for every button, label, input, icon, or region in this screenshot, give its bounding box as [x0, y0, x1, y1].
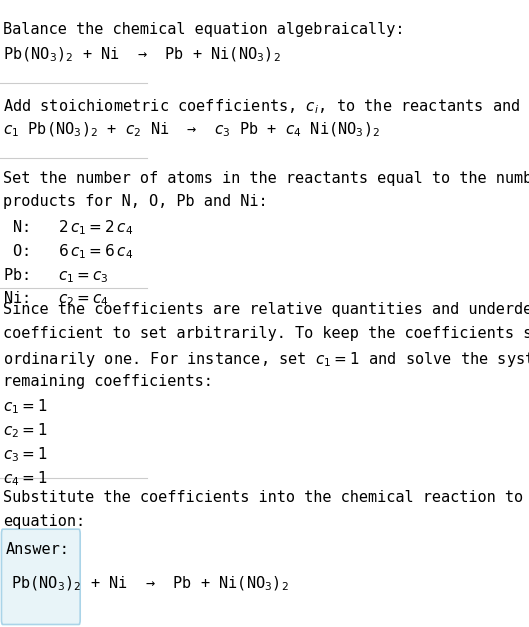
Text: Add stoichiometric coefficients, $c_i$, to the reactants and products:: Add stoichiometric coefficients, $c_i$, … [3, 97, 529, 116]
Text: remaining coefficients:: remaining coefficients: [3, 374, 213, 389]
Text: Ni:   $c_2 = c_4$: Ni: $c_2 = c_4$ [3, 290, 108, 308]
Text: Pb(NO$_3$)$_2$ + Ni  →  Pb + Ni(NO$_3$)$_2$: Pb(NO$_3$)$_2$ + Ni → Pb + Ni(NO$_3$)$_2… [12, 575, 289, 593]
Text: $c_1 = 1$: $c_1 = 1$ [3, 398, 47, 416]
Text: Pb(NO$_3$)$_2$ + Ni  →  Pb + Ni(NO$_3$)$_2$: Pb(NO$_3$)$_2$ + Ni → Pb + Ni(NO$_3$)$_2… [3, 46, 280, 64]
Text: Pb:   $c_1 = c_3$: Pb: $c_1 = c_3$ [3, 266, 108, 285]
Text: Set the number of atoms in the reactants equal to the number of atoms in the: Set the number of atoms in the reactants… [3, 171, 529, 186]
Text: equation:: equation: [3, 514, 85, 529]
Text: O:   $6\,c_1 = 6\,c_4$: O: $6\,c_1 = 6\,c_4$ [3, 242, 133, 261]
Text: $c_2 = 1$: $c_2 = 1$ [3, 421, 47, 440]
Text: products for N, O, Pb and Ni:: products for N, O, Pb and Ni: [3, 194, 267, 209]
Text: $c_3 = 1$: $c_3 = 1$ [3, 445, 47, 464]
FancyBboxPatch shape [2, 529, 80, 624]
Text: $c_1$ Pb(NO$_3$)$_2$ + $c_2$ Ni  →  $c_3$ Pb + $c_4$ Ni(NO$_3$)$_2$: $c_1$ Pb(NO$_3$)$_2$ + $c_2$ Ni → $c_3$ … [3, 121, 380, 139]
Text: Since the coefficients are relative quantities and underdetermined, choose a: Since the coefficients are relative quan… [3, 302, 529, 317]
Text: Answer:: Answer: [6, 542, 69, 557]
Text: Balance the chemical equation algebraically:: Balance the chemical equation algebraica… [3, 22, 404, 37]
Text: ordinarily one. For instance, set $c_1 = 1$ and solve the system of equations fo: ordinarily one. For instance, set $c_1 =… [3, 350, 529, 369]
Text: coefficient to set arbitrarily. To keep the coefficients small, the arbitrary va: coefficient to set arbitrarily. To keep … [3, 326, 529, 341]
Text: Substitute the coefficients into the chemical reaction to obtain the balanced: Substitute the coefficients into the che… [3, 490, 529, 505]
Text: N:   $2\,c_1 = 2\,c_4$: N: $2\,c_1 = 2\,c_4$ [3, 218, 133, 237]
Text: $c_4 = 1$: $c_4 = 1$ [3, 469, 47, 488]
